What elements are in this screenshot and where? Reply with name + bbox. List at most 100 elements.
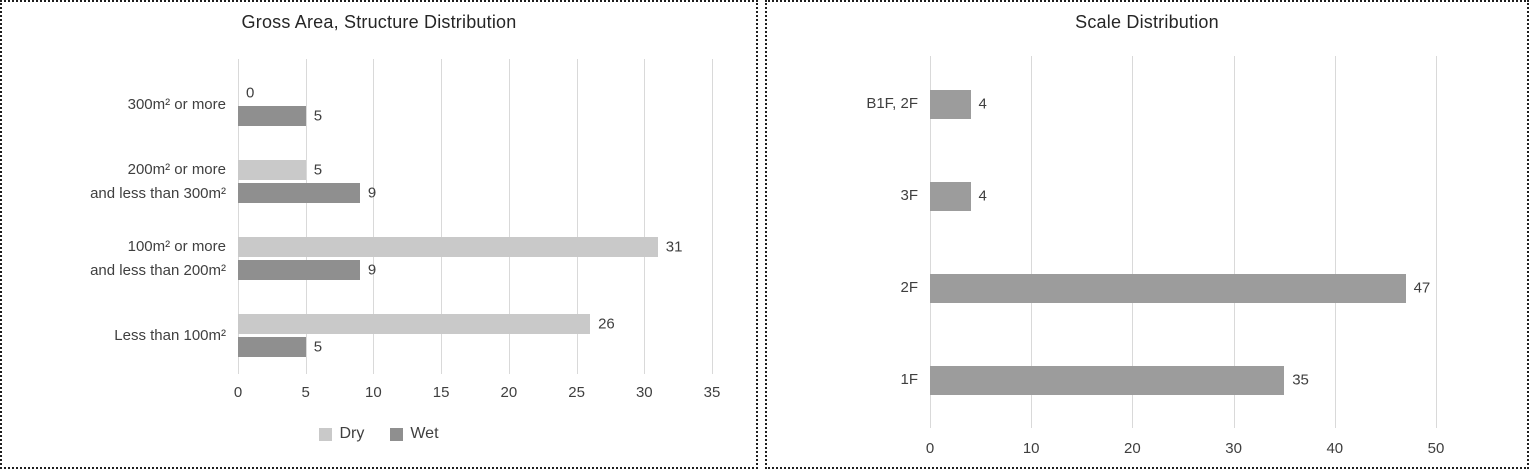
bar-value-label: 9 (367, 184, 377, 202)
chart-panel-gross-area-structure: Gross Area, Structure Distribution 300m²… (0, 0, 758, 469)
bar (930, 89, 971, 119)
gridline (508, 59, 510, 374)
chart-panel-scale-distribution: Scale Distribution B1F, 2F 4 3F 4 2F 47 1F 35 0 1… (765, 0, 1529, 469)
bar-value-label: 4 (978, 95, 987, 113)
bar-wet (238, 337, 306, 357)
bar-value-label: 31 (665, 238, 683, 256)
x-tick-label: 20 (500, 384, 518, 401)
x-axis: 0 10 20 30 40 50 (926, 440, 1445, 460)
category-label: B1F, 2F (866, 95, 918, 112)
bar-value-label: 35 (1292, 371, 1309, 389)
x-tick-label: 10 (365, 384, 382, 401)
bar-value-label: 26 (598, 315, 615, 333)
gridline (441, 59, 443, 374)
bar-wrap: 4 (930, 181, 1436, 211)
gridline (1132, 56, 1134, 428)
gridline (1436, 56, 1437, 428)
bar-wrap: 5 (238, 106, 712, 126)
gridline (1031, 56, 1033, 428)
bar-wrap: 9 (238, 260, 712, 280)
x-tick-label: 25 (568, 384, 585, 401)
category-label: 100m² or more and less than 200m² (90, 237, 226, 279)
legend: Dry Wet (2, 425, 756, 443)
category-row: 2F 47 (767, 242, 1527, 334)
bar (930, 181, 971, 211)
category-row: 300m² or more 0 5 (2, 66, 756, 143)
gridline (305, 59, 307, 374)
x-tick-label: 40 (1326, 440, 1344, 457)
category-row: 1F 35 (767, 334, 1527, 426)
legend-label: Wet (410, 425, 439, 442)
category-label: 300m² or more (127, 95, 226, 113)
bar (930, 273, 1406, 303)
chart-title-scale: Scale Distribution (1075, 12, 1219, 32)
gridline (1233, 56, 1235, 428)
category-row: Less than 100m² 26 5 (2, 297, 756, 374)
gridline (930, 56, 931, 428)
bars-cell: 47 (930, 242, 1436, 334)
bar (930, 365, 1285, 395)
legend-swatch (319, 427, 333, 441)
category-label: 1F (900, 371, 918, 388)
gridline (644, 59, 646, 374)
bar-value-label: 0 (246, 84, 255, 102)
bar-value-label: 4 (978, 187, 987, 205)
bar-wet (238, 183, 360, 203)
bar-wrap: 5 (238, 160, 712, 180)
category-row: 200m² or more and less than 300m² 5 9 (2, 143, 756, 220)
bar-wrap: 0 (238, 83, 712, 103)
category-label: 3F (900, 187, 918, 204)
bar-wrap: 31 (238, 237, 712, 257)
category-label: 2F (900, 279, 918, 296)
category-label: 200m² or more and less than 300m² (90, 160, 226, 202)
bar-wrap: 5 (238, 337, 712, 357)
x-tick-label: 10 (1022, 440, 1040, 457)
x-tick-label: 50 (1427, 440, 1445, 457)
bar-wrap: 4 (930, 89, 1436, 119)
bar-wrap: 9 (238, 183, 712, 203)
gridline (576, 59, 578, 374)
bar-value-label: 47 (1413, 279, 1431, 297)
legend-item: Wet (390, 425, 439, 443)
x-tick-label: 20 (1124, 440, 1141, 457)
category-label: Less than 100m² (114, 326, 226, 344)
bars-cell: 4 (930, 58, 1436, 150)
category-rows: 300m² or more 0 5 200m² or more and less th… (2, 66, 756, 374)
category-row: B1F, 2F 4 (767, 58, 1527, 150)
bar-value-label: 5 (313, 161, 323, 179)
x-tick-label: 30 (635, 384, 653, 401)
category-row: 100m² or more and less than 200m² 31 9 (2, 220, 756, 297)
bar-value-label: 5 (313, 107, 323, 125)
legend-item: Dry (319, 425, 364, 443)
x-axis: 0 5 10 15 20 25 30 35 (234, 384, 721, 404)
bar-wrap: 35 (930, 365, 1436, 395)
x-tick-label: 30 (1225, 440, 1242, 457)
x-tick-label: 15 (432, 384, 450, 401)
gridline (712, 59, 713, 374)
bar-wrap: 26 (238, 314, 712, 334)
bar-wet (238, 260, 360, 280)
gridline (238, 59, 239, 374)
bars-cell: 26 5 (238, 297, 712, 374)
plot-area-scale: B1F, 2F 4 3F 4 2F 47 1F 35 0 10 20 30 40 50 (767, 56, 1527, 462)
gridline (1334, 56, 1336, 428)
bars-cell: 4 (930, 150, 1436, 242)
bar-dry (238, 314, 591, 334)
gridlines (930, 56, 1437, 428)
x-tick-label: 0 (925, 440, 935, 457)
bar-dry (238, 237, 658, 257)
x-tick-label: 5 (301, 384, 310, 401)
bar-value-label: 9 (367, 261, 377, 279)
bar-dry (238, 160, 306, 180)
gridlines (238, 59, 713, 374)
category-row: 3F 4 (767, 150, 1527, 242)
x-tick-label: 0 (233, 384, 243, 401)
x-tick-label: 35 (703, 384, 721, 401)
chart-title-gross-area: Gross Area, Structure Distribution (241, 12, 517, 32)
bars-cell: 31 9 (238, 220, 712, 297)
bar-wet (238, 106, 306, 126)
bar-wrap: 47 (930, 273, 1436, 303)
legend-label: Dry (339, 425, 365, 442)
